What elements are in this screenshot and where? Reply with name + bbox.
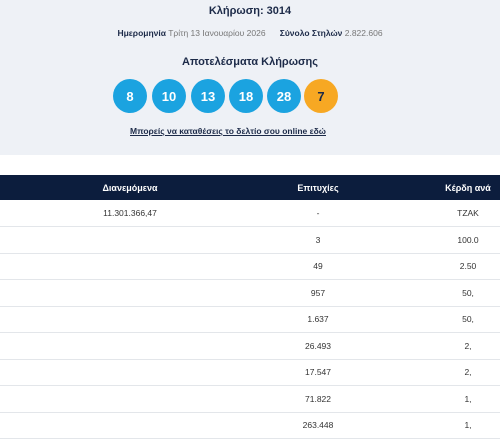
cell-winners: 17.547 bbox=[305, 367, 331, 377]
table-header: Διανεμόμενα Επιτυχίες Κέρδη ανά bbox=[0, 175, 500, 200]
cell-prize: 50, bbox=[462, 314, 474, 324]
table-row: 263.448 1, bbox=[0, 412, 500, 439]
total: 2.822.606 bbox=[344, 28, 383, 38]
table-row: 71.822 1, bbox=[0, 386, 500, 413]
table-row: 49 2.50 bbox=[0, 253, 500, 280]
cell-prize: 1, bbox=[464, 393, 472, 404]
draw-header: Κλήρωση: 3014 Ημερομηνία Τρίτη 13 Ιανουα… bbox=[0, 0, 500, 155]
joker-ball: 7 bbox=[304, 79, 338, 113]
number-ball: 18 bbox=[229, 79, 263, 113]
cell-winners: 71.822 bbox=[305, 393, 331, 404]
date-label: Ημερομηνία bbox=[117, 28, 166, 38]
table-row: 17.547 2, bbox=[0, 359, 500, 386]
table-row: 957 50, bbox=[0, 280, 500, 307]
number-ball: 28 bbox=[267, 79, 301, 113]
column-header: Διανεμόμενα bbox=[102, 183, 158, 193]
cell-winners: - bbox=[316, 208, 320, 218]
cell-prize: 100.0 bbox=[457, 234, 479, 245]
cell-prize: 50, bbox=[462, 287, 474, 298]
cell-winners: 1.637 bbox=[307, 314, 329, 324]
cell-prize: 2, bbox=[464, 367, 472, 377]
date: Τρίτη 13 Ιανουαρίου 2026 bbox=[168, 28, 266, 38]
cell-winners: 49 bbox=[313, 261, 323, 271]
cell-winners: 26.493 bbox=[305, 340, 331, 351]
cell-winners: 957 bbox=[310, 287, 326, 298]
column-header: Κέρδη ανά bbox=[445, 183, 491, 193]
draw-meta: Ημερομηνία Τρίτη 13 Ιανουαρίου 2026 Σύνο… bbox=[117, 28, 382, 38]
number-ball: 13 bbox=[191, 79, 225, 113]
table-row: 3 100.0 bbox=[0, 227, 500, 254]
total-label: Σύνολο Στηλών bbox=[279, 28, 343, 38]
table-row: 26.493 2, bbox=[0, 333, 500, 360]
column-header: Επιτυχίες bbox=[297, 183, 339, 193]
cell-prize: 2.50 bbox=[459, 261, 477, 271]
results-title: Αποτελέσματα Κλήρωσης bbox=[182, 56, 318, 68]
table-row: 1.637 50, bbox=[0, 306, 500, 333]
cell-winners: 3 bbox=[315, 234, 321, 245]
cell-prize: 2, bbox=[464, 340, 472, 351]
online-link[interactable]: Μπορείς να καταθέσεις το δελτίο σου onli… bbox=[130, 126, 326, 136]
cell-prize: ΤΖΑΚ bbox=[457, 208, 479, 218]
draw-title: Κλήρωση: 3014 bbox=[208, 5, 292, 17]
number-ball: 10 bbox=[152, 79, 186, 113]
table-row: 11.301.366,47 - ΤΖΑΚ bbox=[0, 200, 500, 227]
cell-prize: 1, bbox=[464, 420, 472, 430]
cell-winners: 263.448 bbox=[302, 420, 334, 430]
number-ball: 8 bbox=[113, 79, 147, 113]
cell-distributed: 11.301.366,47 bbox=[103, 208, 157, 218]
